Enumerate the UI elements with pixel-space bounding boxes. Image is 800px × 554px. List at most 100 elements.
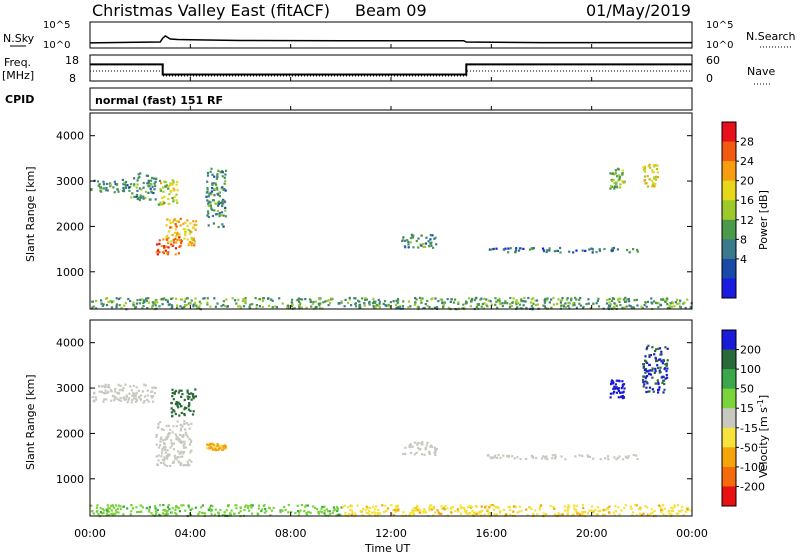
echo-cell [206,297,209,300]
echo-cell [615,185,618,188]
echo-cell [163,201,166,204]
echo-cell [415,507,418,510]
echo-cell [559,301,562,304]
echo-cell [675,512,678,515]
echo-cell [207,509,211,512]
power-colorbar-label: Power [dB] [757,190,770,250]
echo-cell [437,300,440,303]
echo-cell [113,399,116,402]
echo-cell [525,457,528,461]
echo-cell [210,513,213,516]
echo-cell [684,510,688,513]
echo-cell [363,304,366,307]
echo-cell [175,297,178,300]
echo-cell [104,389,107,392]
echo-cell [656,379,659,382]
echo-cell [214,445,217,448]
echo-cell [165,252,169,255]
echo-cell [317,512,320,515]
echo-cell [660,510,663,514]
echo-cell [187,408,190,411]
echo-cell [157,422,160,425]
echo-cell [166,435,169,438]
echo-cell [155,511,158,514]
echo-cell [171,221,174,224]
echo-cell [643,170,647,173]
echo-cell [176,234,179,237]
echo-cell [136,299,139,302]
echo-cell [648,354,651,357]
echo-cell [126,401,129,404]
echo-cell [176,233,179,236]
echo-cell [416,506,419,510]
echo-cell [165,224,168,227]
echo-cell [668,307,671,310]
echo-cell [290,301,293,304]
echo-cell [229,513,232,516]
echo-cell [176,404,179,407]
echo-cell [613,173,616,176]
echo-cell [323,512,326,515]
echo-cell [689,305,693,308]
echo-cell [218,447,221,450]
echo-cell [198,511,201,514]
echo-cell [264,508,267,511]
echo-cell [136,193,139,196]
echo-cell [291,302,294,305]
echo-cell [160,436,163,439]
echo-cell [665,370,668,373]
echo-cell [348,298,351,301]
power-panel-frame [89,112,693,310]
echo-cell [556,249,559,252]
echo-cell [187,397,190,400]
echo-cell [310,305,313,308]
echo-cell [495,300,498,303]
echo-cell [155,513,158,516]
echo-cell [422,511,425,514]
echo-cell [191,507,194,510]
echo-cell [144,190,148,193]
echo-cell [587,302,590,305]
echo-cell [197,307,200,310]
echo-cell [171,233,174,236]
echo-cell [187,302,190,305]
echo-cell [420,234,423,237]
echo-cell [124,186,128,189]
colorbar-segment [722,180,736,201]
echo-cell [611,185,614,188]
echo-cell [450,506,453,510]
echo-cell [509,303,512,306]
echo-cell [105,512,109,515]
echo-cell [99,511,102,514]
echo-cell [673,504,676,507]
echo-cell [174,247,178,250]
echo-cell [262,504,265,508]
echo-cell [664,346,667,349]
echo-cell [158,239,161,242]
echo-cell [430,504,433,507]
echo-cell [657,358,661,361]
echo-cell [187,504,190,507]
echo-cell [107,384,110,387]
echo-cell [483,513,486,516]
echo-cell [613,385,616,388]
echo-cell [211,208,214,211]
echo-cell [159,298,162,301]
echo-cell [654,164,658,167]
echo-cell [552,505,555,508]
echo-cell [171,179,174,182]
echo-cell [183,440,186,443]
echo-cell [465,511,468,515]
echo-cell [159,188,162,191]
echo-cell [362,507,365,510]
echo-cell [623,507,626,510]
echo-cell [154,507,157,510]
echo-cell [270,298,273,301]
nsky-label: N.Sky [3,32,35,45]
echo-cell [211,448,214,451]
echo-cell [410,233,413,236]
echo-cell [155,509,158,513]
echo-cell [563,509,567,512]
echo-cell [515,301,518,304]
